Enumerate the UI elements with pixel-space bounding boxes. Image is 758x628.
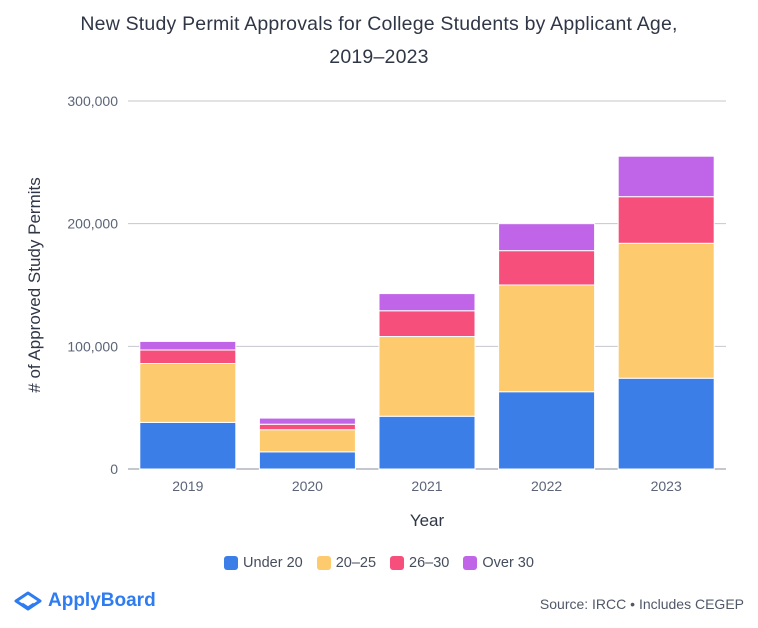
legend-label: Over 30 — [482, 555, 534, 571]
bar-segment — [378, 310, 476, 338]
applyboard-logo-icon — [14, 591, 42, 611]
y-axis-title: # of Approved Study Permits — [25, 177, 44, 392]
bar-segment — [498, 391, 596, 470]
bar-segment — [617, 242, 715, 379]
legend-label: 20–25 — [335, 555, 377, 571]
bar-segment — [139, 421, 237, 470]
bar-segment — [258, 451, 356, 470]
bar-segment — [258, 417, 356, 425]
y-tick-label: 300,000 — [67, 93, 118, 109]
bar-segment — [139, 340, 237, 351]
x-tick-label: 2021 — [411, 478, 442, 494]
bar-segment — [617, 155, 715, 198]
x-tick-label: 2023 — [651, 478, 682, 494]
bar-segment — [378, 336, 476, 417]
chart-legend: Under 20 20–25 26–30 Over 30 — [0, 555, 758, 571]
legend-item: Under 20 — [224, 555, 303, 571]
bar-segment — [258, 429, 356, 453]
legend-swatch — [463, 556, 478, 570]
x-axis-title: Year — [410, 511, 445, 530]
x-tick-label: 2019 — [172, 478, 203, 494]
legend-swatch — [316, 556, 331, 570]
legend-item: 26–30 — [390, 555, 449, 571]
legend-item: Over 30 — [463, 555, 534, 571]
legend-label: Under 20 — [243, 555, 303, 571]
bar-segment — [378, 293, 476, 312]
chart-title-line-2: 2019–2023 — [329, 46, 429, 68]
source-note: Source: IRCC • Includes CEGEP — [539, 596, 744, 612]
bar-segment — [498, 284, 596, 393]
y-tick-label: 100,000 — [67, 338, 118, 354]
bar-segment — [139, 349, 237, 365]
legend-item: 20–25 — [316, 555, 377, 571]
bar-segment — [498, 223, 596, 252]
stacked-bar-chart: 0 100,000 200,000 300,000 2019 2020 2021 2022 20… — [25, 93, 726, 530]
legend-label: 26–30 — [409, 555, 450, 571]
bar-segment — [617, 377, 715, 470]
bar-segment — [617, 196, 715, 244]
bar-segment — [139, 363, 237, 423]
bar-segment — [498, 250, 596, 286]
bar-segment — [378, 415, 476, 470]
chart-title: New Study Permit Approvals for College S… — [0, 8, 758, 74]
chart-title-line-1: New Study Permit Approvals for College S… — [80, 13, 678, 35]
x-tick-label: 2022 — [531, 478, 562, 494]
bar-segment — [258, 423, 356, 431]
brand-name: ApplyBoard — [48, 590, 156, 611]
x-tick-label: 2020 — [292, 478, 323, 494]
y-tick-label: 200,000 — [67, 216, 118, 232]
legend-swatch — [224, 556, 239, 570]
applyboard-brand: ApplyBoard — [14, 590, 156, 612]
legend-swatch — [390, 556, 405, 570]
y-tick-label: 0 — [110, 461, 118, 477]
